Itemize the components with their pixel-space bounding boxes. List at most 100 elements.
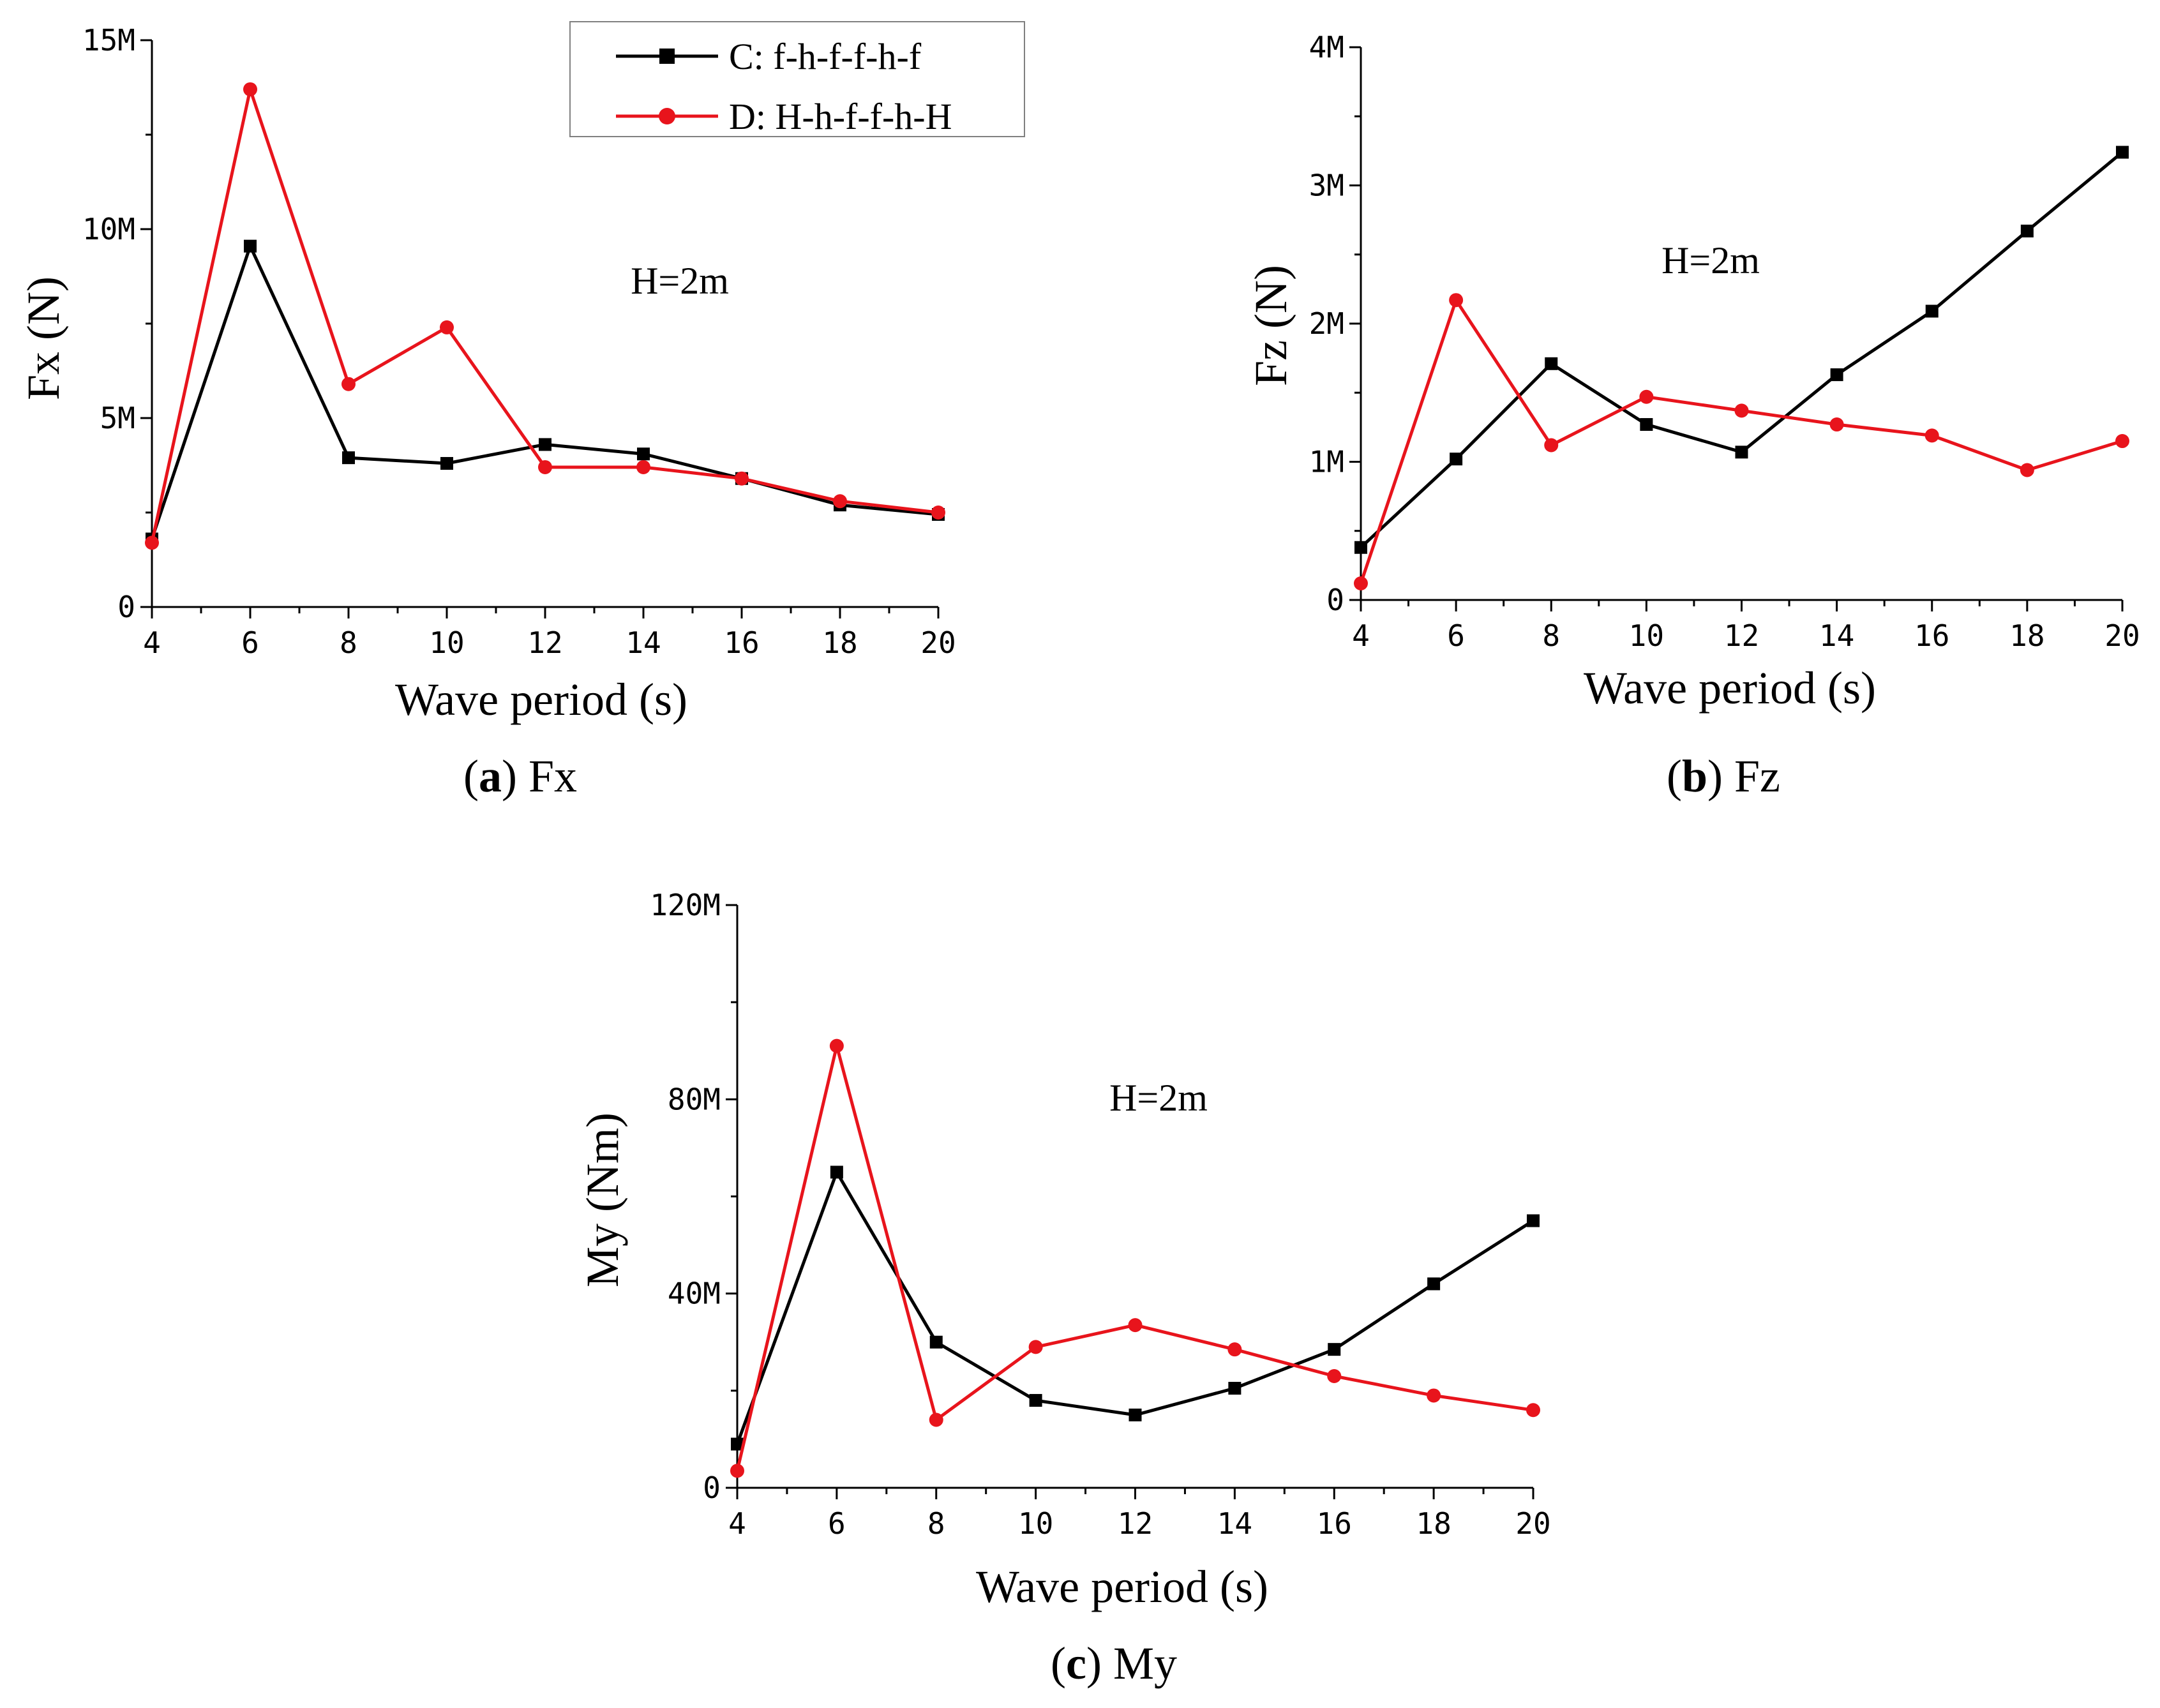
panel-a-x-axis-title: Wave period (s): [395, 674, 687, 725]
panel-b-series-c-point: [1830, 368, 1843, 382]
panel-c-series-d-point: [829, 1038, 844, 1053]
panel-a-series-c-point: [244, 239, 257, 253]
panel-a-x-tick-label: 8: [340, 626, 357, 660]
panel-b-series-c-point: [1450, 453, 1463, 466]
panel-a-y-axis-title: Fx (N): [18, 276, 69, 400]
panel-c-series-c-point: [1228, 1382, 1241, 1395]
panel-b-series-c-point: [1354, 541, 1367, 554]
panel-a-annotation: H=2m: [631, 260, 729, 302]
panel-c-series-c-point: [830, 1165, 843, 1179]
panel-a-caption-letter: a: [479, 751, 502, 802]
panel-b-y-tick-label: 2M: [1309, 306, 1344, 341]
panel-a-series-c-point: [539, 438, 551, 451]
panel-b-y-tick-label: 3M: [1309, 169, 1344, 203]
panel-a-y-tick-label: 15M: [82, 23, 135, 57]
panel-a-series-d-point: [538, 460, 552, 474]
panel-c-series-c-point: [1427, 1277, 1441, 1291]
panel-c-y-tick-label: 0: [703, 1471, 721, 1505]
panel-b-annotation: H=2m: [1661, 239, 1760, 281]
panel-c-series-d-point: [1327, 1369, 1342, 1384]
panel-b-series-d-point: [1829, 417, 1844, 432]
panel-c-x-tick-label: 12: [1118, 1506, 1153, 1541]
panel-c-caption-text: My: [1113, 1638, 1177, 1689]
panel-a-series-d-point: [735, 471, 749, 486]
panel-c-x-tick-label: 18: [1416, 1506, 1451, 1541]
panel-a-series-d-point: [931, 506, 945, 520]
panel-a-series-c-point: [440, 457, 453, 470]
panel-c-caption-letter: c: [1066, 1638, 1086, 1689]
panel-b-series-d-point: [1639, 389, 1654, 404]
panel-c-y-tick-label: 40M: [668, 1277, 721, 1311]
panel-a-caption: (a) Fx: [463, 751, 577, 802]
panel-b-x-tick-label: 12: [1724, 618, 1759, 653]
panel-a-series-c-point: [637, 447, 650, 461]
panel-c-x-tick-label: 16: [1317, 1506, 1352, 1541]
panel-b-x-tick-label: 20: [2104, 618, 2140, 653]
panel-a-y-tick-label: 10M: [82, 212, 135, 246]
panel-b-series-d-point: [1734, 403, 1749, 418]
panel-b-y-tick-label: 1M: [1309, 445, 1344, 479]
legend: C: f-h-f-f-h-f D: H-h-f-f-h-H: [569, 21, 1025, 137]
panel-c-series-d-point: [730, 1464, 744, 1478]
panel-a-series-d-point: [636, 460, 650, 474]
panel-c-caption: (c) My: [1051, 1638, 1177, 1689]
panel-b-y-axis-title: Fz (N): [1245, 265, 1296, 386]
panel-b-series-c-point: [1735, 446, 1748, 459]
panel-b-x-axis-title: Wave period (s): [1584, 663, 1876, 714]
panel-b-x-tick-label: 10: [1629, 618, 1664, 653]
panel-a-series-c-point: [342, 451, 355, 465]
panel-c-annotation: H=2m: [1109, 1077, 1208, 1119]
panel-c-y-tick-label: 120M: [650, 888, 721, 922]
legend-label-c: C: f-h-f-f-h-f: [729, 36, 922, 77]
panel-b-series-d-point: [1449, 293, 1464, 308]
panel-b-x-tick-label: 4: [1352, 618, 1370, 653]
panel-c-series-d-point: [1028, 1340, 1043, 1354]
panel-b-series-c-point: [1640, 418, 1653, 431]
panel-b-series-c-point: [1925, 304, 1939, 318]
panel-c-series-d-point: [929, 1412, 943, 1427]
panel-a-x-tick-label: 14: [626, 626, 661, 660]
panel-c-y-axis-title: My (Nm): [577, 1112, 628, 1287]
panel-b-caption-letter: b: [1682, 751, 1707, 802]
panel-b-series-d-point: [1544, 438, 1559, 453]
panel-a-y-tick-label: 5M: [100, 401, 135, 435]
legend-label-d: D: H-h-f-f-h-H: [729, 96, 952, 137]
panel-c-series-c-point: [731, 1437, 744, 1451]
panel-c-x-axis-title: Wave period (s): [976, 1561, 1268, 1612]
panel-a-fx: 4 6 8 10 12 14 16 18 20 0 5M 10M 15M Wave period (s)…: [18, 23, 956, 802]
panel-a-x-tick-label: 4: [143, 626, 161, 660]
panel-b-x-tick-label: 18: [2009, 618, 2044, 653]
panel-c-series-d-point: [1227, 1342, 1242, 1357]
panel-a-x-tick-label: 18: [822, 626, 857, 660]
panel-a-caption-text: Fx: [529, 751, 577, 802]
panel-b-caption: (b) Fz: [1667, 751, 1780, 802]
legend-marker-d: [659, 108, 675, 124]
panel-b-series-d-point: [2020, 463, 2034, 477]
panel-b-x-tick-label: 8: [1542, 618, 1560, 653]
panel-b-y-tick-label: 4M: [1309, 30, 1344, 64]
panel-b-y-tick-label: 0: [1326, 583, 1344, 617]
panel-c-series-d-point: [1128, 1318, 1143, 1333]
panel-b-series-d-point: [2115, 434, 2129, 449]
panel-a-x-tick-label: 16: [724, 626, 759, 660]
panel-a-y-tick-label: 0: [117, 590, 135, 624]
panel-c-x-tick-label: 14: [1217, 1506, 1252, 1541]
panel-c-x-tick-label: 10: [1018, 1506, 1053, 1541]
panel-b-caption-text: Fz: [1734, 751, 1780, 802]
panel-c-series-c-point: [1129, 1408, 1142, 1421]
panel-b-series-d-point: [1924, 428, 1939, 443]
panel-c-series-c-point: [1328, 1343, 1341, 1356]
panel-a-series-d-point: [341, 377, 356, 391]
panel-a-x-tick-label: 10: [429, 626, 464, 660]
panel-a-series-d-point: [145, 536, 159, 550]
panel-c-series-c-point: [1029, 1394, 1042, 1407]
panel-a-series-d-point: [440, 320, 454, 334]
panel-c-y-tick-label: 80M: [668, 1082, 721, 1116]
panel-b-fz: 4 6 8 10 12 14 16 18 20 0 1M 2M 3M 4M Wave period (s)…: [1245, 30, 2140, 802]
panel-c-x-tick-label: 4: [728, 1506, 746, 1541]
panel-a-series-d-point: [833, 494, 847, 509]
panel-c-my: 4 6 8 10 12 14 16 18 20 0 40M 80M 120M Wave period (…: [577, 888, 1551, 1689]
panel-c-series-d-point: [1427, 1388, 1441, 1403]
panel-b-series-c-point: [2116, 146, 2129, 159]
